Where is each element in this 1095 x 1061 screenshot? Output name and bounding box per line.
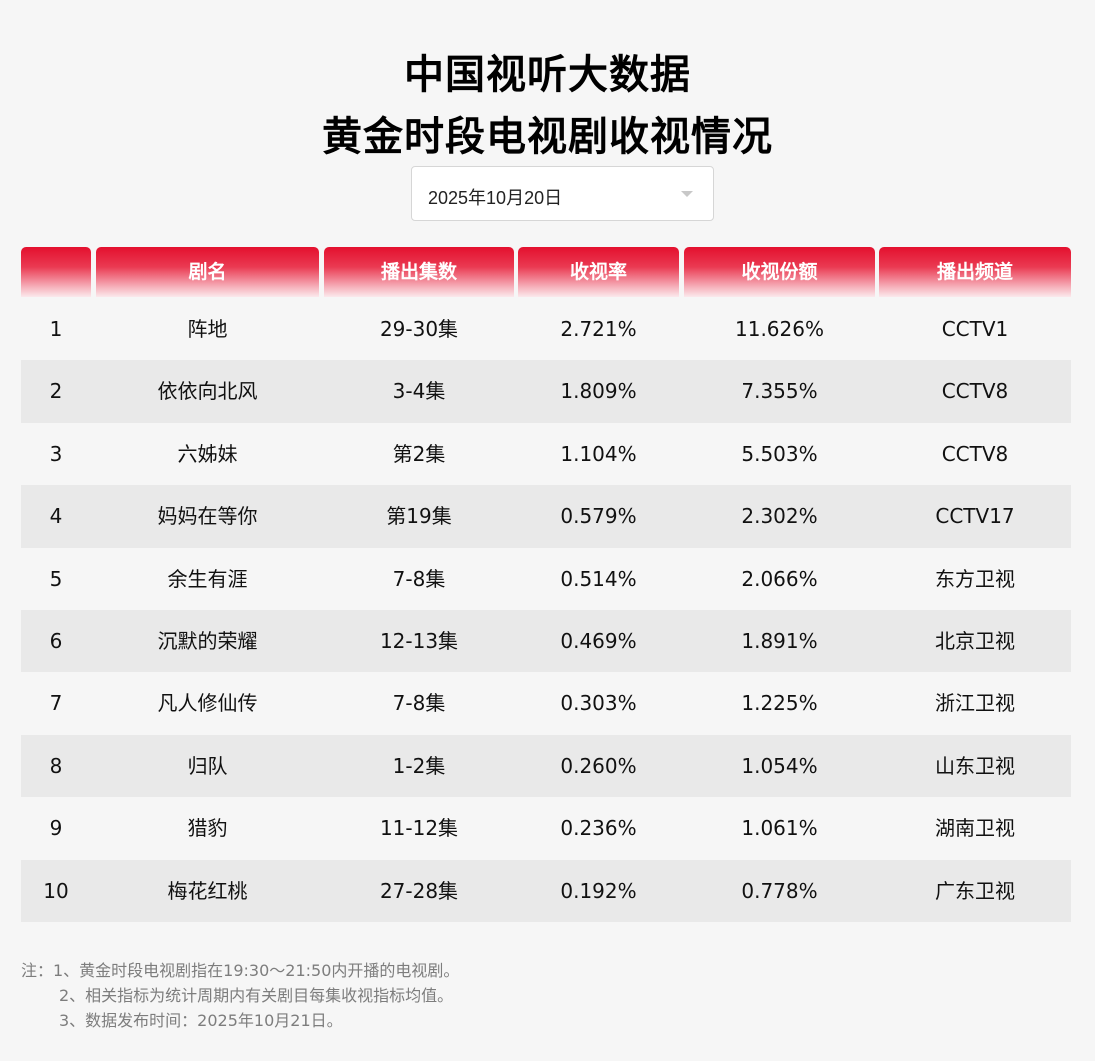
share-cell: 1.061%	[741, 816, 818, 841]
table-row: 3 六姊妹 第2集 1.104% 5.503% CCTV8	[21, 423, 1071, 485]
ratings-table: 剧名 播出集数 收视率 收视份额 播出频道 1 阵地 29-30集 2.721%…	[21, 244, 1071, 922]
rank-cell: 3	[49, 441, 63, 466]
table-row: 1 阵地 29-30集 2.721% 11.626% CCTV1	[21, 298, 1071, 360]
title-cell: 梅花红桃	[167, 878, 248, 903]
rating-cell: 0.514%	[560, 566, 637, 591]
rank-cell: 9	[49, 816, 63, 841]
share-cell: 11.626%	[735, 317, 824, 341]
rating-cell: 0.192%	[560, 878, 637, 903]
title-cell: 归队	[187, 753, 228, 778]
episodes-cell: 11-12集	[379, 816, 459, 841]
share-cell: 2.302%	[741, 504, 818, 529]
episodes-cell: 7-8集	[392, 566, 446, 591]
channel-cell: 湖南卫视	[935, 816, 1015, 841]
header-share: 收视份额	[684, 247, 875, 297]
share-cell: 7.355%	[741, 379, 818, 404]
channel-cell: 浙江卫视	[935, 691, 1015, 716]
rank-cell: 8	[49, 753, 63, 778]
rank-cell: 1	[49, 317, 63, 341]
header-rank	[21, 247, 91, 297]
date-select-value: 2025年10月20日	[428, 188, 563, 208]
share-cell: 1.891%	[741, 628, 818, 653]
title-cell: 沉默的荣耀	[157, 628, 258, 653]
title-cell: 妈妈在等你	[157, 504, 258, 529]
channel-cell: CCTV1	[941, 317, 1009, 341]
rank-cell: 5	[49, 566, 63, 591]
title-cell: 依依向北风	[157, 379, 258, 404]
table-body: 1 阵地 29-30集 2.721% 11.626% CCTV1 2 依依向北风…	[21, 298, 1071, 922]
header-title: 剧名	[96, 247, 319, 297]
share-cell: 1.225%	[741, 691, 818, 716]
rank-cell: 6	[49, 628, 63, 653]
channel-cell: CCTV8	[941, 379, 1009, 404]
table-row: 9 猎豹 11-12集 0.236% 1.061% 湖南卫视	[21, 797, 1071, 859]
title-cell: 猎豹	[187, 816, 228, 841]
channel-cell: 山东卫视	[935, 753, 1015, 778]
caret-down-icon	[681, 191, 693, 197]
header-channel: 播出频道	[879, 247, 1071, 297]
title-cell: 余生有涯	[167, 566, 248, 591]
episodes-cell: 7-8集	[392, 691, 446, 716]
episodes-cell: 12-13集	[379, 628, 459, 653]
rating-cell: 2.721%	[560, 317, 637, 341]
rating-cell: 0.236%	[560, 816, 637, 841]
title-cell: 阵地	[187, 317, 228, 341]
episodes-cell: 29-30集	[379, 317, 459, 341]
table-row: 8 归队 1-2集 0.260% 1.054% 山东卫视	[21, 734, 1071, 798]
rank-cell: 10	[43, 878, 69, 903]
share-cell: 1.054%	[741, 753, 818, 778]
table-header: 剧名 播出集数 收视率 收视份额 播出频道	[21, 244, 1071, 298]
page-subtitle: 黄金时段电视剧收视情况	[322, 114, 773, 160]
date-select[interactable]: 2025年10月20日	[411, 166, 714, 221]
table-row: 5 余生有涯 7-8集 0.514% 2.066% 东方卫视	[21, 548, 1071, 610]
page-title: 中国视听大数据	[404, 52, 691, 98]
table-row: 2 依依向北风 3-4集 1.809% 7.355% CCTV8	[21, 360, 1071, 423]
rank-cell: 2	[49, 379, 63, 404]
channel-cell: CCTV8	[941, 441, 1009, 466]
channel-cell: CCTV17	[935, 504, 1015, 529]
header-rating: 收视率	[518, 247, 679, 297]
rating-cell: 0.303%	[560, 691, 637, 716]
share-cell: 2.066%	[741, 566, 818, 591]
rating-cell: 0.469%	[560, 628, 637, 653]
table-row: 4 妈妈在等你 第19集 0.579% 2.302% CCTV17	[21, 485, 1071, 548]
channel-cell: 广东卫视	[935, 878, 1015, 903]
title-cell: 凡人修仙传	[157, 691, 258, 716]
table-row: 10 梅花红桃 27-28集 0.192% 0.778% 广东卫视	[21, 859, 1071, 922]
header-episodes: 播出集数	[324, 247, 514, 297]
table-row: 7 凡人修仙传 7-8集 0.303% 1.225% 浙江卫视	[21, 672, 1071, 734]
rating-cell: 0.579%	[560, 504, 637, 529]
share-cell: 0.778%	[741, 878, 818, 903]
episodes-cell: 第19集	[386, 504, 452, 529]
footnote-2: 2、相关指标为统计周期内有关剧目每集收视指标均值。	[59, 986, 454, 1005]
channel-cell: 北京卫视	[935, 628, 1015, 653]
rank-cell: 4	[49, 504, 63, 529]
episodes-cell: 3-4集	[392, 379, 446, 404]
footnote-3: 3、数据发布时间：2025年10月21日。	[59, 1011, 343, 1030]
episodes-cell: 27-28集	[379, 878, 459, 903]
rating-cell: 0.260%	[560, 753, 637, 778]
episodes-cell: 第2集	[392, 441, 446, 466]
title-cell: 六姊妹	[177, 441, 238, 466]
channel-cell: 东方卫视	[935, 566, 1015, 591]
episodes-cell: 1-2集	[392, 753, 446, 778]
share-cell: 5.503%	[741, 441, 818, 466]
rating-cell: 1.809%	[560, 379, 637, 404]
footnote-1: 注：1、黄金时段电视剧指在19:30～21:50内开播的电视剧。	[21, 961, 460, 980]
footnotes: 注：1、黄金时段电视剧指在19:30～21:50内开播的电视剧。 2、相关指标为…	[21, 958, 459, 1033]
rating-cell: 1.104%	[560, 441, 637, 466]
table-row: 6 沉默的荣耀 12-13集 0.469% 1.891% 北京卫视	[21, 609, 1071, 673]
rank-cell: 7	[49, 691, 63, 716]
